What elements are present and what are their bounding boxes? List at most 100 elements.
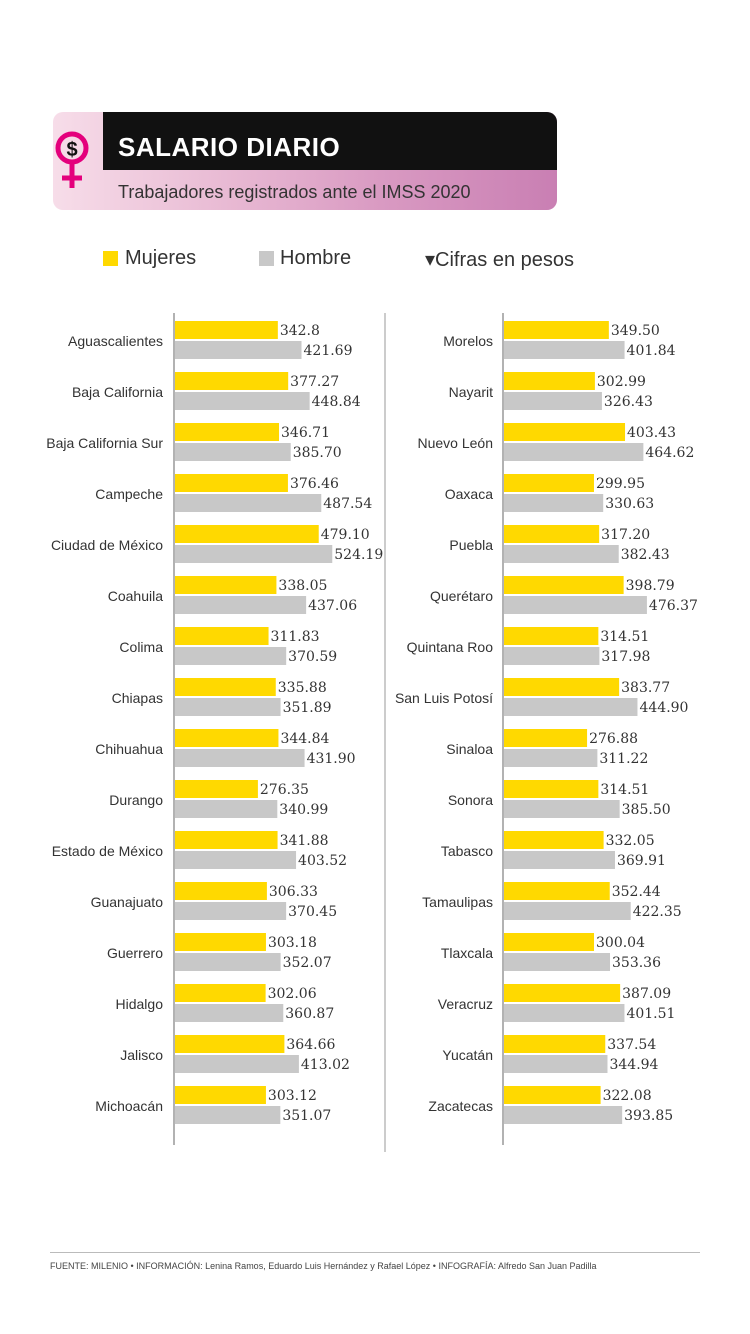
value-label-men: 317.98: [601, 649, 650, 665]
value-label-men: 421.69: [304, 343, 353, 359]
value-label-men: 487.54: [323, 496, 372, 512]
bar-men: [175, 953, 281, 971]
category-label: Guanajuato: [91, 894, 164, 910]
value-label-women: 322.08: [603, 1088, 652, 1104]
category-label: Campeche: [95, 486, 163, 502]
bar-men: [504, 953, 611, 971]
category-label: Chiapas: [112, 690, 163, 706]
category-label: San Luis Potosí: [395, 690, 493, 706]
bar-men: [504, 545, 619, 563]
dollar-female-icon: $: [55, 131, 89, 188]
value-label-women: 364.66: [286, 1037, 335, 1053]
bar-women: [175, 933, 266, 951]
value-label-men: 326.43: [604, 394, 653, 410]
value-label-women: 276.88: [589, 731, 638, 747]
value-label-women: 332.05: [606, 833, 655, 849]
bar-women: [175, 474, 288, 492]
bar-men: [504, 1055, 608, 1073]
bar-men: [504, 800, 620, 818]
footer-divider: [50, 1252, 700, 1253]
bar-women: [175, 1086, 266, 1104]
value-label-men: 369.91: [617, 853, 666, 869]
units-note: ▾Cifras en pesos: [425, 249, 574, 271]
bar-men: [175, 545, 333, 563]
value-label-men: 393.85: [624, 1108, 673, 1124]
bar-women: [175, 780, 258, 798]
bar-women: [504, 627, 599, 645]
bar-men: [175, 1106, 281, 1124]
category-label: Zacatecas: [428, 1098, 493, 1114]
bar-men: [504, 596, 647, 614]
value-label-women: 398.79: [626, 578, 675, 594]
category-label: Aguascalientes: [68, 333, 163, 349]
bar-men: [175, 341, 302, 359]
value-label-women: 383.77: [621, 680, 670, 696]
page-title: SALARIO DIARIO: [118, 132, 341, 162]
legend-swatch-women: [103, 251, 118, 266]
category-label: Colima: [119, 639, 163, 655]
bar-men: [504, 392, 602, 410]
value-label-women: 341.88: [280, 833, 329, 849]
value-label-men: 431.90: [307, 751, 356, 767]
bar-women: [504, 1086, 601, 1104]
category-label: Nayarit: [449, 384, 493, 400]
category-label: Estado de México: [52, 843, 163, 859]
category-label: Guerrero: [107, 945, 163, 961]
category-label: Coahuila: [108, 588, 163, 604]
header-banner: [53, 112, 557, 210]
value-label-men: 385.50: [622, 802, 671, 818]
value-label-men: 370.45: [288, 904, 337, 920]
bar-men: [504, 902, 631, 920]
value-label-men: 524.19: [334, 547, 383, 563]
bar-men: [175, 698, 281, 716]
bar-women: [175, 831, 278, 849]
category-label: Hidalgo: [116, 996, 164, 1012]
bar-men: [504, 698, 638, 716]
bar-men: [175, 443, 291, 461]
value-label-women: 352.44: [612, 884, 661, 900]
value-label-men: 413.02: [301, 1057, 350, 1073]
svg-text:$: $: [66, 139, 77, 161]
category-label: Tlaxcala: [441, 945, 493, 961]
bar-women: [175, 576, 277, 594]
bar-women: [504, 729, 588, 747]
value-label-men: 370.59: [288, 649, 337, 665]
category-label: Ciudad de México: [51, 537, 163, 553]
bar-women: [175, 627, 269, 645]
value-label-men: 351.07: [282, 1108, 331, 1124]
bar-men: [175, 902, 287, 920]
value-label-women: 337.54: [607, 1037, 656, 1053]
category-label: Jalisco: [120, 1047, 163, 1063]
value-label-men: 401.84: [627, 343, 676, 359]
bar-men: [504, 1106, 623, 1124]
value-label-women: 335.88: [278, 680, 327, 696]
category-label: Querétaro: [430, 588, 493, 604]
category-label: Baja California Sur: [46, 435, 163, 451]
category-label: Baja California: [72, 384, 163, 400]
header-title-band: [103, 112, 557, 170]
bar-men: [175, 596, 307, 614]
bar-women: [175, 729, 279, 747]
bar-women: [175, 423, 280, 441]
value-label-men: 311.22: [599, 751, 648, 767]
value-label-men: 403.52: [298, 853, 347, 869]
category-label: Veracruz: [438, 996, 493, 1012]
value-label-women: 300.04: [596, 935, 645, 951]
category-label: Oaxaca: [445, 486, 493, 502]
legend-label-men: Hombre: [280, 247, 352, 269]
value-label-women: 306.33: [269, 884, 318, 900]
bar-women: [504, 933, 595, 951]
category-label: Michoacán: [95, 1098, 163, 1114]
bar-women: [175, 1035, 285, 1053]
value-label-women: 302.06: [268, 986, 317, 1002]
bar-women: [504, 831, 604, 849]
value-label-men: 401.51: [626, 1006, 675, 1022]
value-label-men: 448.84: [312, 394, 361, 410]
bar-women: [175, 678, 276, 696]
bar-women: [175, 525, 319, 543]
value-label-women: 376.46: [290, 476, 339, 492]
bar-women: [504, 678, 620, 696]
bar-women: [175, 984, 266, 1002]
bar-women: [175, 321, 278, 339]
value-label-men: 344.94: [609, 1057, 658, 1073]
